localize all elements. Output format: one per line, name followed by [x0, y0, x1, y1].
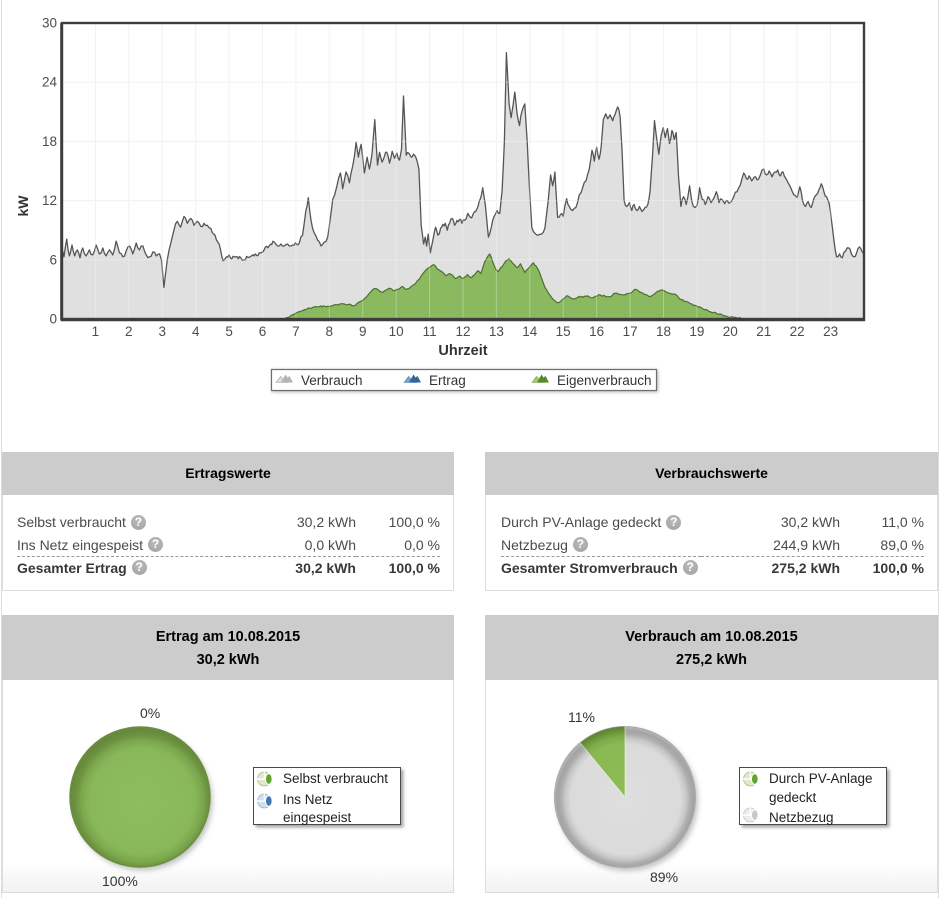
- svg-text:14: 14: [522, 324, 538, 339]
- svg-text:kW: kW: [15, 195, 31, 217]
- svg-text:2: 2: [125, 324, 133, 339]
- svg-text:30: 30: [42, 16, 57, 31]
- svg-text:12: 12: [42, 193, 57, 208]
- svg-text:21: 21: [756, 324, 771, 339]
- svg-text:Eigenverbrauch: Eigenverbrauch: [557, 373, 652, 388]
- svg-text:17: 17: [623, 324, 638, 339]
- svg-text:23: 23: [823, 324, 838, 339]
- svg-text:16: 16: [589, 324, 604, 339]
- svg-text:0: 0: [49, 312, 57, 327]
- svg-text:20: 20: [723, 324, 738, 339]
- svg-text:13: 13: [489, 324, 504, 339]
- svg-text:6: 6: [259, 324, 267, 339]
- svg-text:5: 5: [225, 324, 233, 339]
- svg-text:8: 8: [326, 324, 334, 339]
- svg-text:19: 19: [689, 324, 704, 339]
- svg-text:12: 12: [455, 324, 470, 339]
- svg-text:10: 10: [389, 324, 404, 339]
- svg-text:18: 18: [42, 134, 57, 149]
- svg-text:18: 18: [656, 324, 671, 339]
- svg-text:11: 11: [423, 324, 437, 339]
- svg-text:6: 6: [49, 252, 57, 267]
- svg-text:22: 22: [790, 324, 805, 339]
- svg-text:Ertrag: Ertrag: [429, 373, 466, 388]
- svg-text:Uhrzeit: Uhrzeit: [438, 343, 487, 359]
- svg-text:3: 3: [158, 324, 166, 339]
- svg-text:1: 1: [92, 324, 100, 339]
- svg-text:15: 15: [556, 324, 571, 339]
- svg-text:4: 4: [192, 324, 200, 339]
- svg-text:9: 9: [359, 324, 367, 339]
- svg-text:7: 7: [292, 324, 300, 339]
- svg-text:24: 24: [42, 75, 58, 90]
- svg-text:Verbrauch: Verbrauch: [301, 373, 363, 388]
